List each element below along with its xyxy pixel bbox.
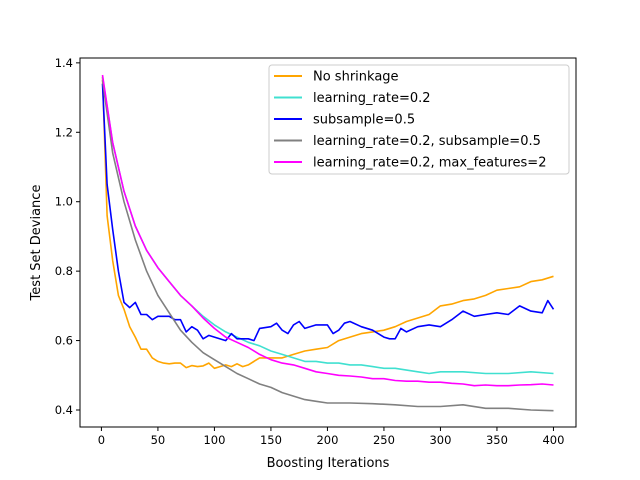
x-axis-label: Boosting Iterations: [267, 456, 390, 471]
x-tick-label: 200: [316, 433, 338, 447]
legend-label-4: learning_rate=0.2, max_features=2: [313, 156, 546, 171]
y-tick-label: 1.2: [55, 125, 73, 139]
x-tick-label: 400: [542, 433, 564, 447]
x-tick-label: 300: [429, 433, 451, 447]
y-axis-label: Test Set Deviance: [29, 185, 44, 302]
series-line-3: [101, 80, 554, 412]
y-tick-label: 1.4: [55, 56, 73, 70]
legend: No shrinkage learning_rate=0.2 subsample=0…: [268, 64, 570, 175]
x-tick-label: 250: [373, 433, 395, 447]
series-line-0: [101, 76, 554, 370]
legend-box: [268, 64, 570, 175]
series-line-4: [101, 74, 554, 387]
y-tick-label: 0.4: [55, 403, 73, 417]
x-tick-label: 50: [151, 433, 166, 447]
y-tick-label: 0.8: [55, 264, 73, 278]
x-tick-label: 100: [203, 433, 225, 447]
legend-label-1: learning_rate=0.2: [313, 91, 431, 106]
x-tick-label: 350: [486, 433, 508, 447]
x-tick-label: 0: [98, 433, 105, 447]
series-line-2: [101, 83, 555, 342]
plot-frame: [79, 57, 577, 428]
x-tick-label: 150: [260, 433, 282, 447]
y-tick-label: 1.0: [55, 195, 73, 209]
legend-label-3: learning_rate=0.2, subsample=0.5: [313, 134, 541, 149]
legend-label-0: No shrinkage: [313, 70, 399, 85]
legend-label-2: subsample=0.5: [313, 113, 415, 128]
y-tick-label: 0.6: [55, 334, 73, 348]
